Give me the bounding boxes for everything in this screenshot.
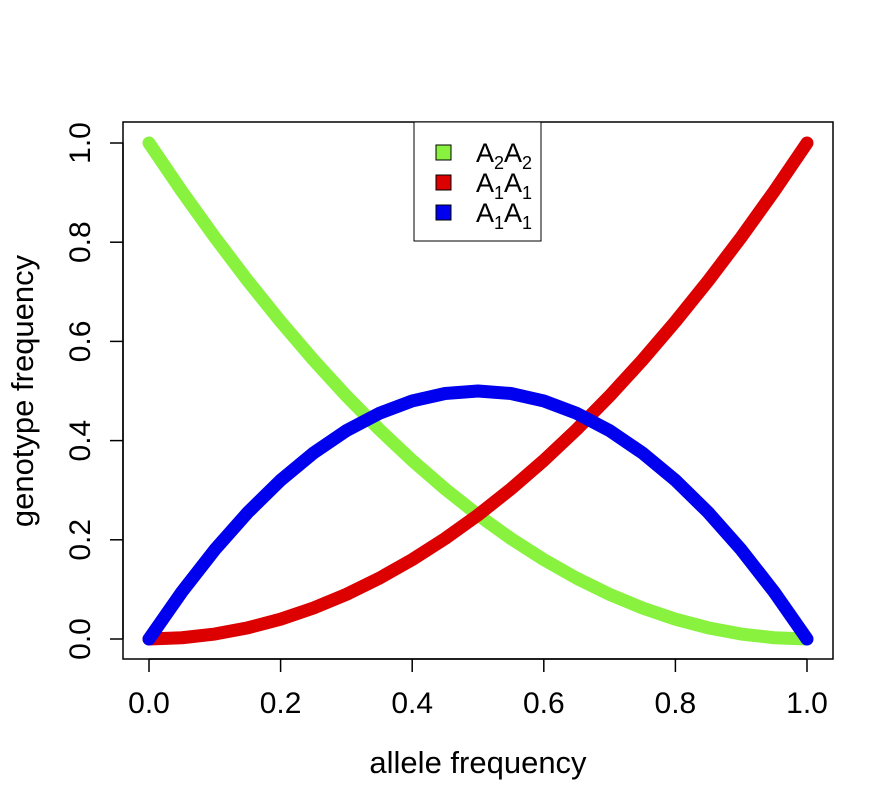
legend-letter: A [504,138,522,168]
legend-swatch [435,174,452,191]
legend-letter: A [476,168,494,198]
legend-label: A2A2 [476,138,532,173]
legend-subscript: 1 [494,183,504,203]
legend-letter: A [504,198,522,228]
legend-subscript: 2 [494,153,504,173]
legend-subscript: 1 [494,213,504,233]
y-tick-label: 0.4 [64,420,97,462]
legend-swatch [435,144,452,161]
y-tick-label: 0.6 [64,321,97,363]
y-tick-label: 0.8 [64,221,97,263]
y-axis: 0.0 0.2 0.4 0.6 0.8 1.0 [64,122,124,660]
y-tick-label: 0.2 [64,519,97,561]
x-tick-label: 0.0 [128,687,170,720]
series-layer [142,136,814,646]
x-tick-label: 0.8 [655,687,697,720]
legend-letter: A [476,138,494,168]
x-axis-title: allele frequency [369,745,587,780]
x-tick-label: 0.4 [391,687,433,720]
series-line-1 [142,136,814,646]
x-axis: 0.0 0.2 0.4 0.6 0.8 1.0 [128,658,828,720]
series-line-2 [142,384,814,646]
legend-swatch [435,204,452,221]
y-tick-label: 1.0 [64,122,97,164]
legend-subscript: 1 [522,183,532,203]
x-tick-label: 0.2 [260,687,302,720]
legend-letter: A [504,168,522,198]
legend-box [413,121,542,242]
legend-subscript: 2 [522,153,532,173]
legend-label: A1A1 [476,198,532,233]
legend-letter: A [476,198,494,228]
x-tick-label: 0.6 [523,687,565,720]
y-axis-title: genotype frequency [5,254,40,527]
legend-label: A1A1 [476,168,532,203]
y-tick-label: 0.0 [64,618,97,660]
legend-subscript: 1 [522,213,532,233]
x-tick-label: 1.0 [786,687,828,720]
